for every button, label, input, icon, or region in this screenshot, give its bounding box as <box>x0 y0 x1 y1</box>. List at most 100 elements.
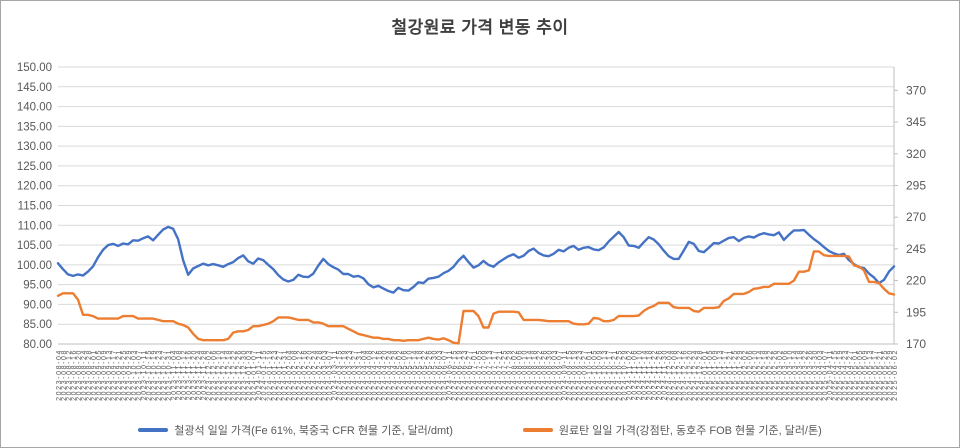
svg-text:2024-01-31: 2024-01-31 <box>281 349 288 401</box>
svg-text:2025-05-05: 2025-05-05 <box>857 349 864 401</box>
svg-text:2025-03-10: 2025-03-10 <box>787 349 794 401</box>
svg-text:2023-11-24: 2023-11-24 <box>196 349 203 400</box>
coking-coal-line-swatch <box>522 428 553 432</box>
svg-text:2023-09-17: 2023-09-17 <box>111 349 118 401</box>
svg-text:2025-02-02: 2025-02-02 <box>742 349 749 401</box>
svg-text:105.00: 105.00 <box>17 240 52 252</box>
svg-text:2025-03-22: 2025-03-22 <box>802 349 809 401</box>
svg-text:2024-04-12: 2024-04-12 <box>371 349 378 401</box>
svg-text:2025-03-14: 2025-03-14 <box>792 349 799 401</box>
iron-ore-legend-label: 철광석 일일 가격(Fe 61%, 북중국 CFR 현물 기준, 달러/dmt) <box>174 425 453 437</box>
svg-text:2024-03-31: 2024-03-31 <box>356 349 363 401</box>
svg-text:345: 345 <box>906 115 926 129</box>
svg-text:2024-09-03: 2024-09-03 <box>552 349 559 401</box>
svg-text:2024-05-30: 2024-05-30 <box>431 349 438 401</box>
svg-text:2023-10-19: 2023-10-19 <box>151 349 158 401</box>
svg-text:2025-02-22: 2025-02-22 <box>767 349 774 401</box>
svg-text:2024-06-27: 2024-06-27 <box>466 349 473 401</box>
svg-text:2023-09-29: 2023-09-29 <box>126 349 133 401</box>
svg-text:2024-08-10: 2024-08-10 <box>522 349 529 401</box>
svg-text:2024-10-25: 2024-10-25 <box>617 349 624 401</box>
svg-text:2025-03-30: 2025-03-30 <box>812 349 819 401</box>
svg-text:2024-02-20: 2024-02-20 <box>306 349 313 401</box>
svg-text:2024-03-03: 2024-03-03 <box>321 349 328 401</box>
svg-text:2025-01-17: 2025-01-17 <box>722 349 729 401</box>
svg-text:2025-01-01: 2025-01-01 <box>702 349 709 401</box>
svg-text:2024-07-01: 2024-07-01 <box>471 349 478 401</box>
svg-text:2023-12-18: 2023-12-18 <box>226 349 233 401</box>
svg-text:2023-11-20: 2023-11-20 <box>191 349 198 400</box>
svg-text:2024-04-08: 2024-04-08 <box>366 349 373 401</box>
svg-text:2025-05-13: 2025-05-13 <box>867 349 874 401</box>
svg-text:2024-07-21: 2024-07-21 <box>497 349 504 401</box>
coking-coal-price-line <box>56 250 896 345</box>
svg-text:2023-10-07: 2023-10-07 <box>136 349 143 401</box>
svg-text:2023-10-11: 2023-10-11 <box>141 349 148 400</box>
svg-text:2023-12-06: 2023-12-06 <box>211 349 218 401</box>
svg-text:2024-10-17: 2024-10-17 <box>607 349 614 401</box>
svg-text:2024-11-22: 2024-11-22 <box>652 349 659 400</box>
svg-text:2025-01-09: 2025-01-09 <box>712 349 719 401</box>
svg-text:2024-06-19: 2024-06-19 <box>456 349 463 401</box>
svg-text:110.00: 110.00 <box>18 220 52 232</box>
svg-text:2025-05-25: 2025-05-25 <box>882 349 889 401</box>
svg-text:2025-02-18: 2025-02-18 <box>762 349 769 401</box>
svg-text:2024-03-15: 2024-03-15 <box>336 349 343 401</box>
legend: 철광석 일일 가격(Fe 61%, 북중국 CFR 현물 기준, 달러/dmt)… <box>1 422 959 438</box>
left-axis-labels: 150.00 145.00 140.00 135.00 130.00 125.00 120.… <box>17 62 52 351</box>
svg-text:2024-01-23: 2024-01-23 <box>271 349 278 401</box>
svg-text:2023-10-23: 2023-10-23 <box>156 349 163 401</box>
svg-text:145.00: 145.00 <box>17 82 52 94</box>
svg-text:2025-05-17: 2025-05-17 <box>872 349 879 401</box>
svg-text:2024-11-06: 2024-11-06 <box>632 349 639 400</box>
svg-text:2024-05-14: 2024-05-14 <box>411 349 418 401</box>
svg-text:2024-06-11: 2024-06-11 <box>446 349 453 400</box>
svg-text:2025-02-10: 2025-02-10 <box>752 349 759 401</box>
svg-text:130.00: 130.00 <box>17 141 52 153</box>
svg-text:115.00: 115.00 <box>18 201 52 213</box>
svg-text:2024-11-14: 2024-11-14 <box>642 349 649 400</box>
svg-text:2025-04-03: 2025-04-03 <box>817 349 824 401</box>
svg-text:2023-11-04: 2023-11-04 <box>171 349 178 400</box>
svg-text:2024-01-03: 2024-01-03 <box>246 349 253 401</box>
svg-text:2024-09-15: 2024-09-15 <box>567 349 574 401</box>
svg-text:80.00: 80.00 <box>23 339 52 351</box>
svg-text:2023-12-10: 2023-12-10 <box>216 349 223 401</box>
svg-text:2024-11-02: 2024-11-02 <box>627 349 634 400</box>
svg-text:2024-05-18: 2024-05-18 <box>416 349 423 401</box>
svg-text:2025-03-26: 2025-03-26 <box>807 349 814 401</box>
svg-text:2024-03-11: 2024-03-11 <box>331 349 338 400</box>
svg-text:2024-11-26: 2024-11-26 <box>657 349 664 400</box>
svg-text:2023-10-15: 2023-10-15 <box>146 349 153 401</box>
svg-text:2025-01-25: 2025-01-25 <box>732 349 739 401</box>
svg-text:2024-12-24: 2024-12-24 <box>692 349 699 401</box>
svg-text:2024-09-23: 2024-09-23 <box>577 349 584 401</box>
svg-text:2024-10-09: 2024-10-09 <box>597 349 604 401</box>
svg-text:2024-05-02: 2024-05-02 <box>396 349 403 401</box>
svg-text:125.00: 125.00 <box>17 161 52 173</box>
svg-text:2024-02-16: 2024-02-16 <box>301 349 308 401</box>
svg-text:2025-05-09: 2025-05-09 <box>862 349 869 401</box>
svg-text:2024-04-04: 2024-04-04 <box>361 349 368 401</box>
svg-text:2024-05-10: 2024-05-10 <box>406 349 413 401</box>
svg-text:2024-09-27: 2024-09-27 <box>582 349 589 401</box>
svg-text:370: 370 <box>906 83 926 97</box>
svg-text:2024-10-13: 2024-10-13 <box>602 349 609 401</box>
svg-text:170: 170 <box>906 337 926 351</box>
svg-text:2024-12-08: 2024-12-08 <box>672 349 679 401</box>
svg-text:2025-04-07: 2025-04-07 <box>822 349 829 401</box>
svg-text:100.00: 100.00 <box>17 260 52 272</box>
svg-text:2023-08-28: 2023-08-28 <box>86 349 93 401</box>
svg-text:2023-11-16: 2023-11-16 <box>186 349 193 400</box>
svg-text:2024-08-14: 2024-08-14 <box>527 349 534 401</box>
svg-text:2023-08-08: 2023-08-08 <box>61 349 68 401</box>
svg-text:2024-05-22: 2024-05-22 <box>421 349 428 401</box>
svg-text:2025-02-06: 2025-02-06 <box>747 349 754 401</box>
svg-text:2025-05-29: 2025-05-29 <box>887 349 894 401</box>
svg-text:150.00: 150.00 <box>17 62 52 74</box>
svg-text:2024-07-17: 2024-07-17 <box>492 349 499 401</box>
svg-text:195: 195 <box>906 305 926 319</box>
gridlines <box>58 66 894 345</box>
svg-text:2024-07-25: 2024-07-25 <box>502 349 509 401</box>
svg-text:2023-09-05: 2023-09-05 <box>96 349 103 401</box>
